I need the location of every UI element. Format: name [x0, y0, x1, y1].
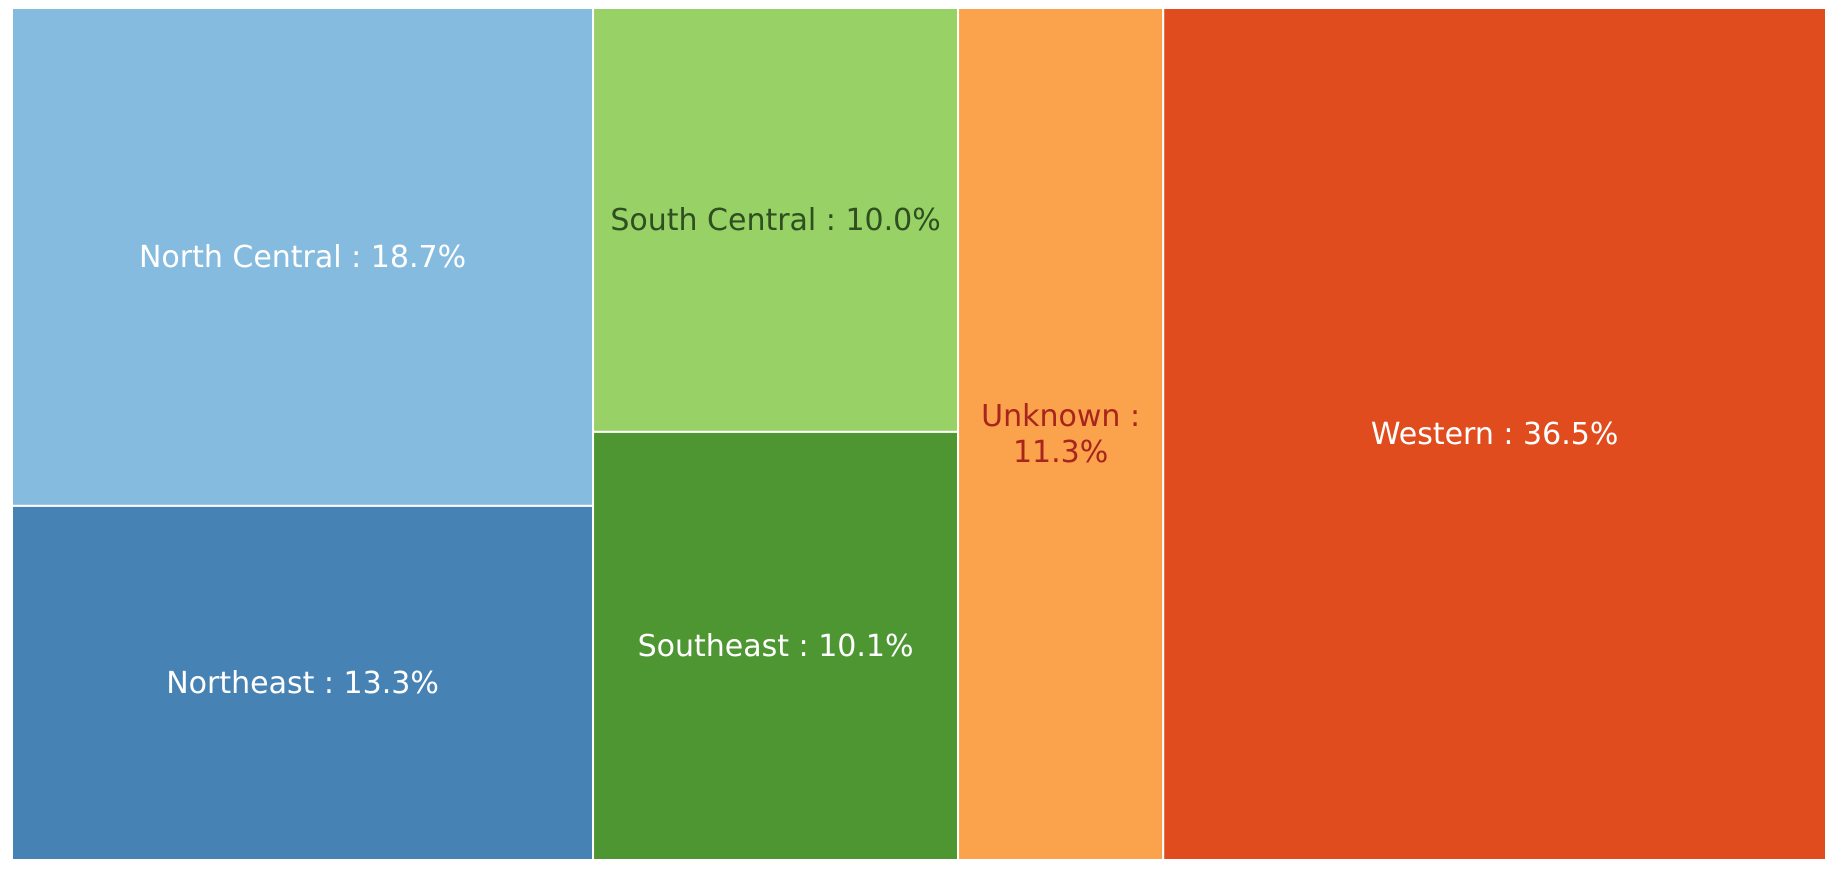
tile-label-north-central: North Central : 18.7% — [139, 240, 466, 275]
tile-label-unknown: Unknown :11.3% — [981, 399, 1140, 470]
tile-south-central[interactable] — [592, 7, 960, 433]
tile-northeast[interactable] — [11, 504, 595, 861]
tile-southeast[interactable] — [592, 430, 960, 861]
tile-label-northeast: Northeast : 13.3% — [166, 666, 439, 701]
tile-unknown[interactable] — [957, 7, 1165, 861]
tile-label-western: Western : 36.5% — [1371, 417, 1619, 452]
tile-label-southeast: Southeast : 10.1% — [638, 629, 914, 664]
tile-north-central[interactable] — [11, 7, 595, 507]
tile-label-south-central: South Central : 10.0% — [610, 203, 940, 238]
tile-western[interactable] — [1162, 7, 1827, 861]
